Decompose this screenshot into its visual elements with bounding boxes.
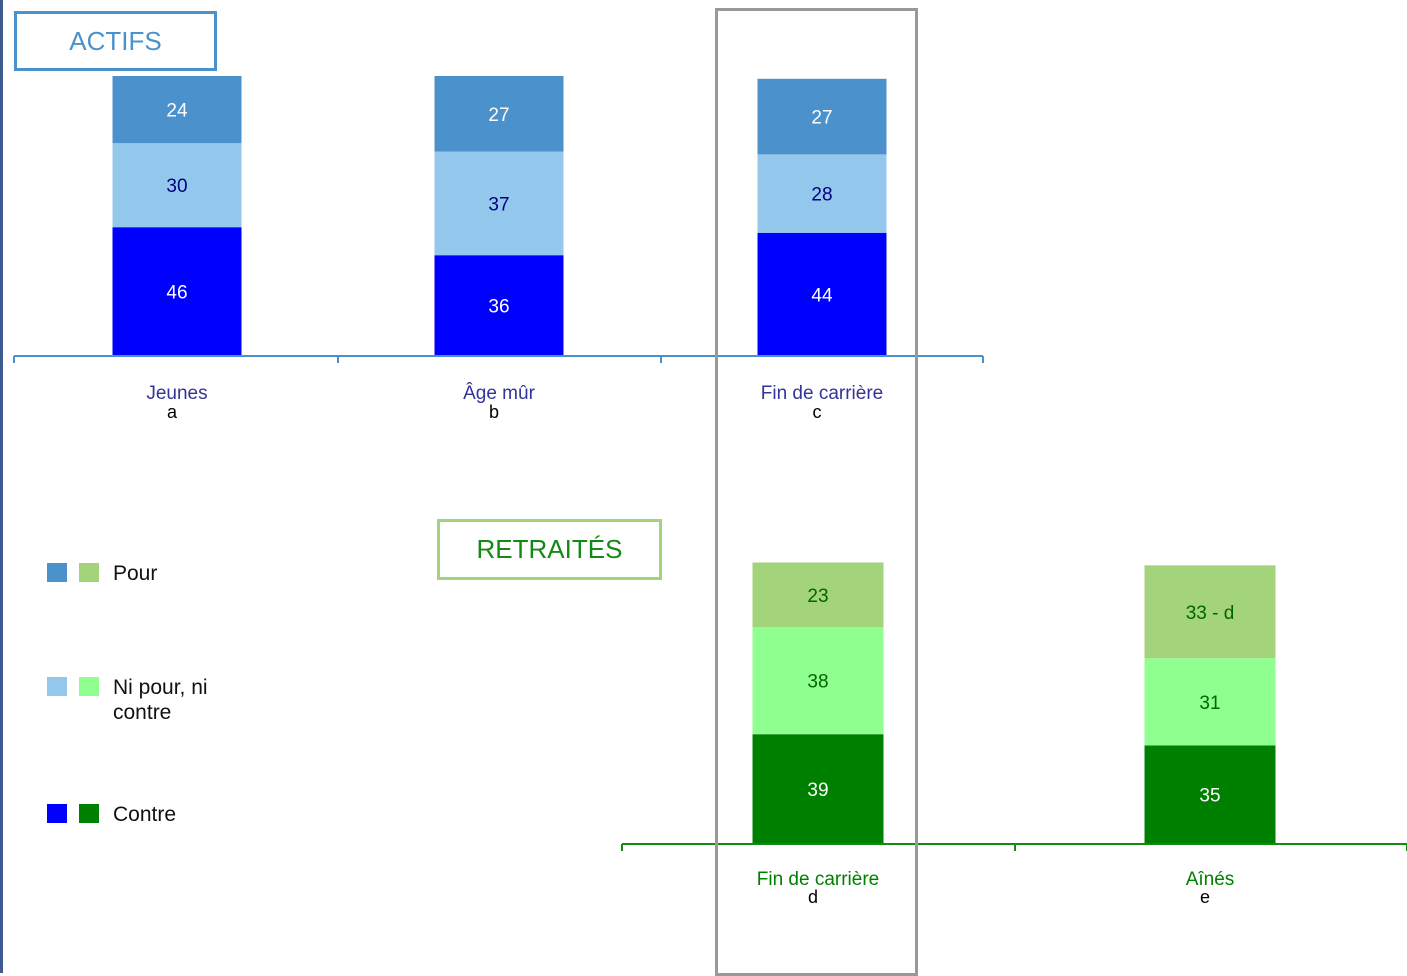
- legend-swatch-retraites-ni: [79, 677, 99, 696]
- legend-swatch-actifs-contre: [47, 804, 67, 823]
- data-label-retraites-aines-ni-pour-ni-contre: 31: [1199, 693, 1220, 714]
- legend-label-pour: Pour: [113, 562, 158, 585]
- data-label-actifs-fin-de-carriere-pour: 27: [811, 108, 832, 129]
- category-letter-retraites-d: d: [808, 887, 818, 907]
- category-label-actifs-jeunes: Jeunes: [146, 383, 207, 404]
- legend-swatch-retraites-pour: [79, 563, 99, 582]
- data-label-actifs-jeunes-pour: 24: [166, 101, 188, 122]
- legend-label-ni-pour-ni-contre: Ni pour, ni contre: [113, 676, 208, 724]
- legend-item-ni-pour-ni-contre: Ni pour, ni contre: [47, 675, 243, 725]
- data-label-actifs-jeunes-contre: 46: [166, 283, 187, 304]
- category-letter-retraites-e: e: [1200, 887, 1210, 907]
- bar-retraites-aines-pour: [1144, 565, 1276, 659]
- legend-swatch-retraites-contre: [79, 804, 99, 823]
- actifs-section-title: ACTIFS: [14, 11, 217, 71]
- retraites-section-title: RETRAITÉS: [437, 519, 662, 580]
- data-label-retraites-aines-contre: 35: [1199, 786, 1220, 807]
- category-letter-actifs-c: c: [813, 402, 822, 422]
- left-border-rule: [0, 0, 3, 973]
- bar-actifs-age-mur-ni-pour-ni-contre: [434, 151, 564, 256]
- bar-retraites-fin-de-carriere-ni-pour-ni-contre: [752, 627, 884, 735]
- fin-de-carriere-highlight-frame: [715, 8, 918, 976]
- data-label-actifs-jeunes-ni-pour-ni-contre: 30: [166, 176, 187, 197]
- bar-retraites-aines-ni-pour-ni-contre: [1144, 658, 1276, 746]
- data-label-actifs-fin-de-carriere-contre: 44: [811, 285, 833, 306]
- legend-swatch-actifs-ni: [47, 677, 67, 696]
- data-label-actifs-age-mur-pour: 27: [488, 105, 509, 126]
- bar-actifs-fin-de-carriere-ni-pour-ni-contre: [757, 154, 887, 233]
- bar-actifs-fin-de-carriere-contre: [757, 232, 887, 356]
- data-label-actifs-age-mur-ni-pour-ni-contre: 37: [488, 194, 509, 215]
- data-label-retraites-fin-de-carriere-pour: 23: [807, 586, 828, 607]
- bar-retraites-fin-de-carriere-contre: [752, 734, 884, 844]
- legend-item-contre: Contre: [47, 802, 243, 827]
- category-letter-actifs-a: a: [167, 402, 178, 422]
- bar-actifs-jeunes-pour: [112, 76, 242, 144]
- data-label-retraites-aines-pour: 33 - d: [1186, 603, 1235, 624]
- bar-retraites-fin-de-carriere-pour: [752, 562, 884, 628]
- bar-actifs-age-mur-contre: [434, 255, 564, 356]
- data-label-actifs-fin-de-carriere-ni-pour-ni-contre: 28: [811, 185, 832, 206]
- bar-actifs-age-mur-pour: [434, 76, 564, 152]
- data-label-actifs-age-mur-contre: 36: [488, 297, 509, 318]
- bar-actifs-jeunes-ni-pour-ni-contre: [112, 143, 242, 228]
- category-label-retraites-aines: Aînés: [1186, 869, 1235, 890]
- category-letter-actifs-b: b: [489, 402, 499, 422]
- legend-label-contre: Contre: [113, 803, 177, 826]
- category-label-retraites-fin-de-carriere: Fin de carrière: [757, 869, 880, 890]
- bar-retraites-aines-contre: [1144, 745, 1276, 844]
- category-label-actifs-age-mur: Âge mûr: [463, 382, 535, 404]
- bar-actifs-jeunes-contre: [112, 227, 242, 356]
- data-label-retraites-fin-de-carriere-contre: 39: [807, 780, 828, 801]
- legend-item-pour: Pour: [47, 561, 243, 586]
- bar-actifs-fin-de-carriere-pour: [757, 78, 887, 155]
- data-label-retraites-fin-de-carriere-ni-pour-ni-contre: 38: [807, 672, 828, 693]
- legend-swatch-actifs-pour: [47, 563, 67, 582]
- category-label-actifs-fin-de-carriere: Fin de carrière: [761, 383, 884, 404]
